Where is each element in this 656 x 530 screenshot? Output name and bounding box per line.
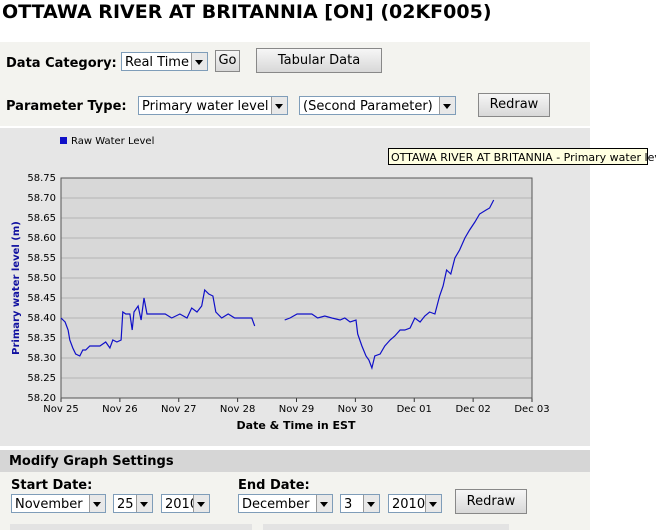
x-tick-label: Dec 02 (455, 404, 490, 415)
select[interactable]: November (11, 494, 106, 513)
select[interactable]: 25 (113, 494, 153, 513)
y-tick-label: 58.75 (27, 173, 56, 184)
select[interactable]: 2010 (161, 494, 210, 513)
button[interactable]: Tabular Data (256, 48, 382, 73)
chart: Raw Water Level Date & Time in EST Prima… (11, 136, 550, 432)
select[interactable]: 3 (340, 494, 380, 513)
sub-panel (10, 524, 252, 530)
y-tick-label: 58.55 (27, 253, 56, 264)
button[interactable]: Redraw (478, 93, 550, 117)
label: Start Date: (11, 478, 93, 493)
x-tick-label: Dec 03 (514, 404, 549, 415)
settings-title: Modify Graph Settings (9, 454, 174, 469)
x-tick-label: Nov 27 (161, 404, 196, 415)
x-tick-label: Nov 28 (220, 404, 255, 415)
x-tick-label: Nov 26 (102, 404, 137, 415)
label: Parameter Type: (6, 99, 127, 114)
y-tick-label: 58.70 (27, 193, 56, 204)
y-tick-label: 58.30 (27, 353, 56, 364)
plot-border (60, 177, 533, 399)
x-tick-label: Nov 29 (279, 404, 314, 415)
series-line (60, 199, 495, 371)
settings-header (0, 450, 590, 472)
select[interactable]: Real Time (121, 52, 208, 71)
y-tick-label: 58.25 (27, 373, 56, 384)
button[interactable]: Go (215, 50, 240, 72)
y-tick-label: 58.65 (27, 213, 56, 224)
label: Data Category: (6, 56, 117, 71)
x-tick-label: Nov 30 (338, 404, 373, 415)
legend-label: Raw Water Level (71, 136, 154, 147)
page-title: OTTAWA RIVER AT BRITANNIA [ON] (02KF005) (2, 1, 492, 23)
select[interactable]: 2010 (388, 494, 442, 513)
label: End Date: (238, 478, 310, 493)
y-tick-label: 58.20 (27, 393, 56, 404)
x-axis-title: Date & Time in EST (237, 419, 356, 432)
y-tick-label: 58.40 (27, 313, 56, 324)
sub-panel (263, 524, 509, 530)
y-tick-label: 58.60 (27, 233, 56, 244)
select[interactable]: Primary water level (138, 96, 288, 115)
y-tick-label: 58.35 (27, 333, 56, 344)
y-tick-label: 58.45 (27, 293, 56, 304)
y-axis-title: Primary water level (m) (11, 221, 22, 355)
select[interactable]: (Second Parameter) (299, 96, 456, 115)
plot-area (61, 178, 532, 398)
x-tick-label: Nov 25 (43, 404, 78, 415)
tooltip: OTTAWA RIVER AT BRITANNIA - Primary wate… (388, 148, 656, 165)
button[interactable]: Redraw (455, 489, 527, 514)
legend-swatch (60, 137, 67, 144)
y-tick-label: 58.50 (27, 273, 56, 284)
select[interactable]: December (238, 494, 333, 513)
x-tick-label: Dec 01 (397, 404, 432, 415)
